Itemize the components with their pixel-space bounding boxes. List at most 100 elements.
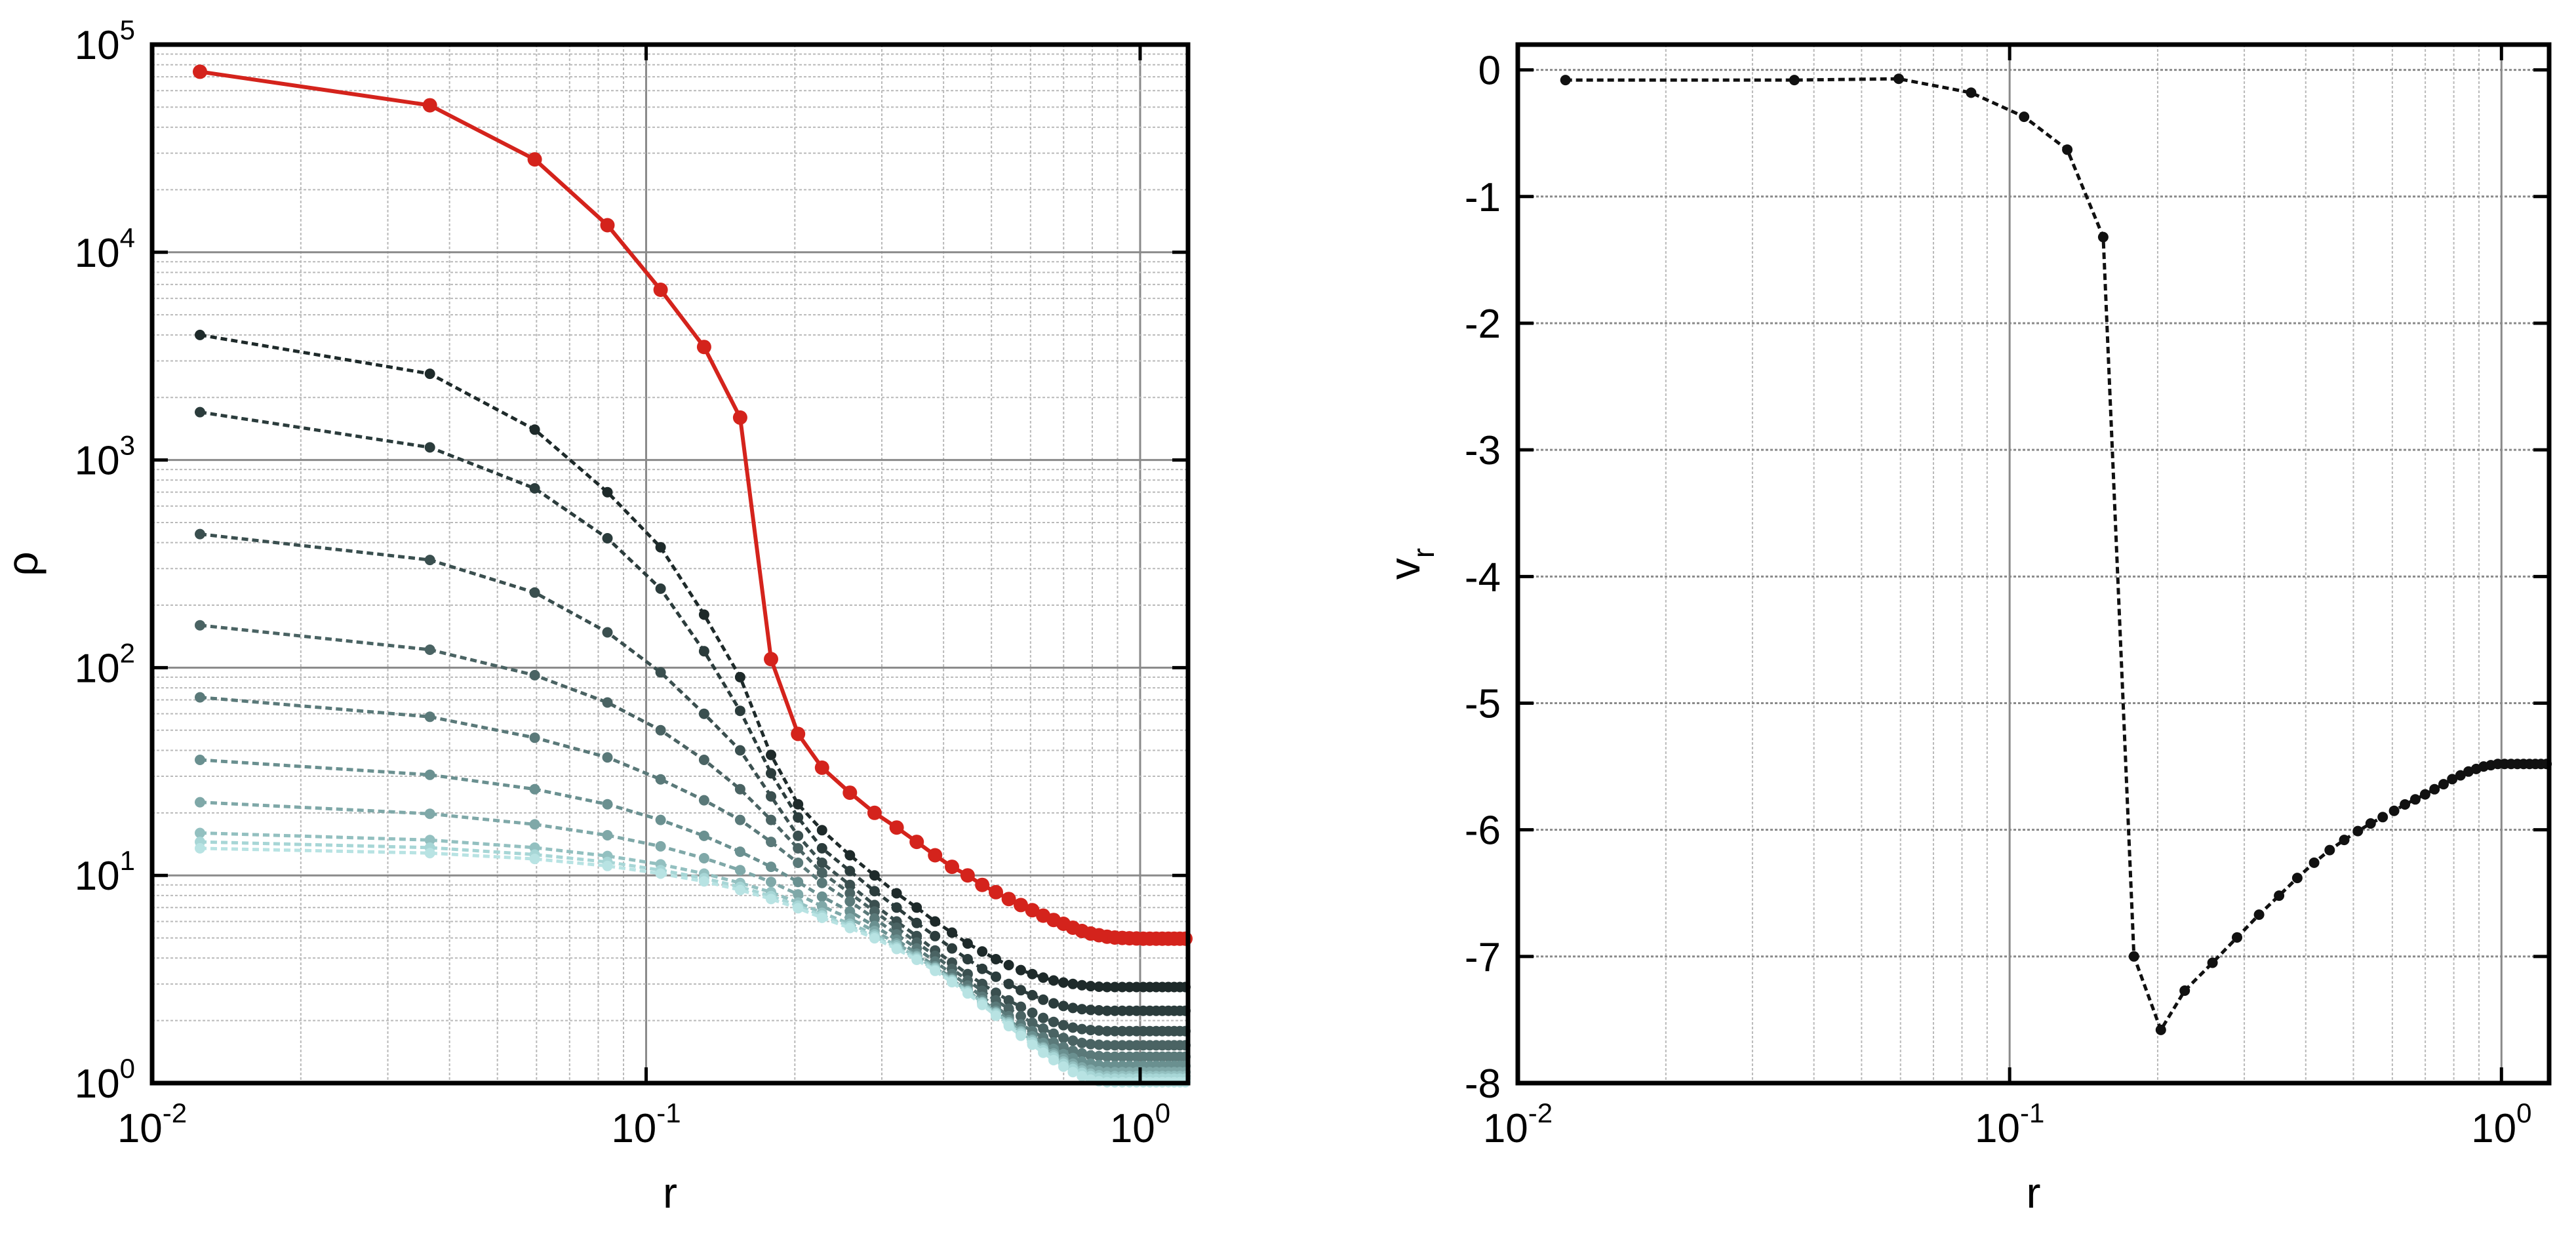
data-point	[793, 858, 804, 868]
data-point	[2291, 873, 2303, 884]
data-point	[1048, 1055, 1059, 1065]
data-point	[991, 971, 1001, 982]
data-point	[1027, 1018, 1038, 1029]
data-point	[734, 846, 745, 858]
data-point	[195, 528, 205, 540]
data-point	[1038, 1047, 1049, 1058]
data-point	[734, 705, 745, 717]
data-point	[1058, 977, 1069, 988]
data-point	[1094, 1050, 1105, 1061]
data-point	[424, 835, 435, 846]
data-point	[1789, 75, 1800, 86]
data-point	[698, 609, 709, 620]
data-point	[2447, 774, 2458, 785]
data-point	[911, 955, 922, 965]
data-point	[529, 732, 540, 743]
data-point	[947, 927, 957, 938]
data-point	[1094, 1025, 1105, 1036]
data-point	[734, 745, 745, 756]
data-point	[2253, 909, 2265, 920]
data-point	[1038, 1023, 1049, 1034]
x-tick-label: 10-1	[1975, 1098, 2044, 1151]
data-point	[947, 977, 957, 988]
data-point	[869, 886, 880, 897]
data-point	[602, 799, 613, 810]
data-point	[527, 152, 542, 167]
data-point	[869, 913, 880, 924]
data-point	[424, 644, 435, 655]
data-point	[1077, 1004, 1088, 1015]
data-point	[1038, 972, 1049, 983]
data-point	[2019, 111, 2030, 123]
y-tick-label: -5	[1465, 681, 1501, 726]
data-point	[698, 853, 709, 863]
data-point	[734, 865, 745, 876]
data-point	[424, 368, 435, 380]
x-axis-label: r	[2027, 1168, 2041, 1217]
data-point	[1085, 1039, 1096, 1050]
data-point	[195, 842, 205, 854]
data-point	[1966, 87, 1977, 98]
data-point	[1094, 981, 1105, 992]
data-point	[869, 933, 880, 944]
data-point	[1027, 1039, 1038, 1050]
data-point	[816, 877, 827, 888]
data-point	[891, 943, 902, 955]
data-point	[734, 783, 745, 795]
data-point	[816, 842, 827, 854]
y-tick-label: -7	[1465, 935, 1501, 980]
y-tick-label: 0	[1478, 49, 1501, 94]
data-point	[1094, 1039, 1105, 1050]
data-point	[195, 620, 205, 631]
data-point	[529, 483, 540, 494]
data-point	[1077, 1037, 1088, 1048]
data-point	[930, 930, 941, 941]
y-tick-label: -4	[1465, 555, 1501, 600]
data-point	[602, 697, 613, 708]
data-point	[844, 865, 856, 877]
data-point	[424, 555, 435, 566]
data-point	[1077, 1023, 1088, 1035]
data-point	[989, 884, 1003, 900]
data-point	[1048, 1028, 1059, 1039]
data-point	[889, 820, 904, 835]
data-point	[793, 812, 804, 823]
data-point	[602, 533, 613, 544]
data-point	[2232, 932, 2242, 943]
data-point	[891, 888, 902, 899]
y-tick-label: -6	[1465, 808, 1501, 854]
data-point	[1101, 1005, 1113, 1016]
data-point	[793, 830, 804, 841]
data-point	[930, 965, 941, 976]
data-point	[529, 424, 540, 435]
data-point	[962, 938, 973, 949]
data-point	[424, 711, 435, 722]
data-point	[1016, 964, 1026, 976]
x-axis-label: r	[663, 1168, 677, 1217]
data-point	[732, 410, 747, 425]
data-point	[1893, 73, 1904, 85]
data-point	[1085, 981, 1096, 992]
data-point	[2097, 231, 2109, 243]
data-point	[1094, 1005, 1105, 1016]
data-point	[655, 868, 666, 879]
data-point	[766, 814, 776, 825]
grid	[1516, 45, 2549, 1084]
data-point	[2409, 794, 2421, 805]
data-point	[1117, 1025, 1128, 1037]
data-point	[1067, 978, 1079, 989]
data-point	[698, 708, 709, 719]
data-point	[655, 583, 666, 594]
data-point	[195, 692, 205, 703]
data-point	[1038, 994, 1049, 1005]
data-point	[2455, 770, 2466, 781]
data-point	[977, 946, 988, 957]
data-point	[991, 954, 1001, 964]
data-point	[424, 769, 435, 780]
data-point	[766, 749, 776, 761]
data-point	[793, 799, 804, 810]
data-point	[869, 870, 880, 881]
data-point	[928, 848, 943, 863]
data-point	[698, 755, 709, 765]
data-point	[911, 917, 922, 928]
